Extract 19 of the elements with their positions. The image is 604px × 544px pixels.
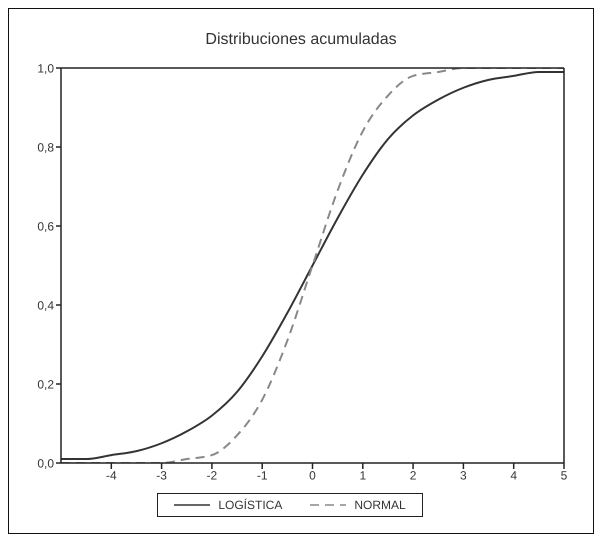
x-tick-label: 5 (560, 468, 568, 483)
x-tick-label: -3 (156, 468, 168, 483)
x-tick-label: -4 (106, 468, 117, 483)
y-tick-label: 0,6 (37, 219, 54, 234)
y-tick-label: 0,2 (37, 377, 54, 392)
legend-label: LOGÍSTICA (218, 498, 282, 512)
x-tick-label: 2 (410, 468, 417, 483)
x-tick-label: -2 (206, 468, 218, 483)
x-tick-label: 3 (460, 468, 468, 483)
x-tick-label: 4 (510, 468, 518, 483)
y-tick-label: 1,0 (37, 61, 54, 76)
y-tick-label: 0,4 (37, 298, 54, 312)
chart-title: Distribuciones acumuladas (204, 31, 398, 50)
y-tick-label: 0,8 (37, 140, 54, 154)
x-tick-label: -1 (256, 468, 268, 483)
x-tick-label: 0 (309, 468, 316, 483)
legend-label: NORMAL (354, 498, 406, 512)
x-tick-label: 1 (359, 468, 366, 483)
y-tick-label: 0,0 (37, 456, 54, 470)
